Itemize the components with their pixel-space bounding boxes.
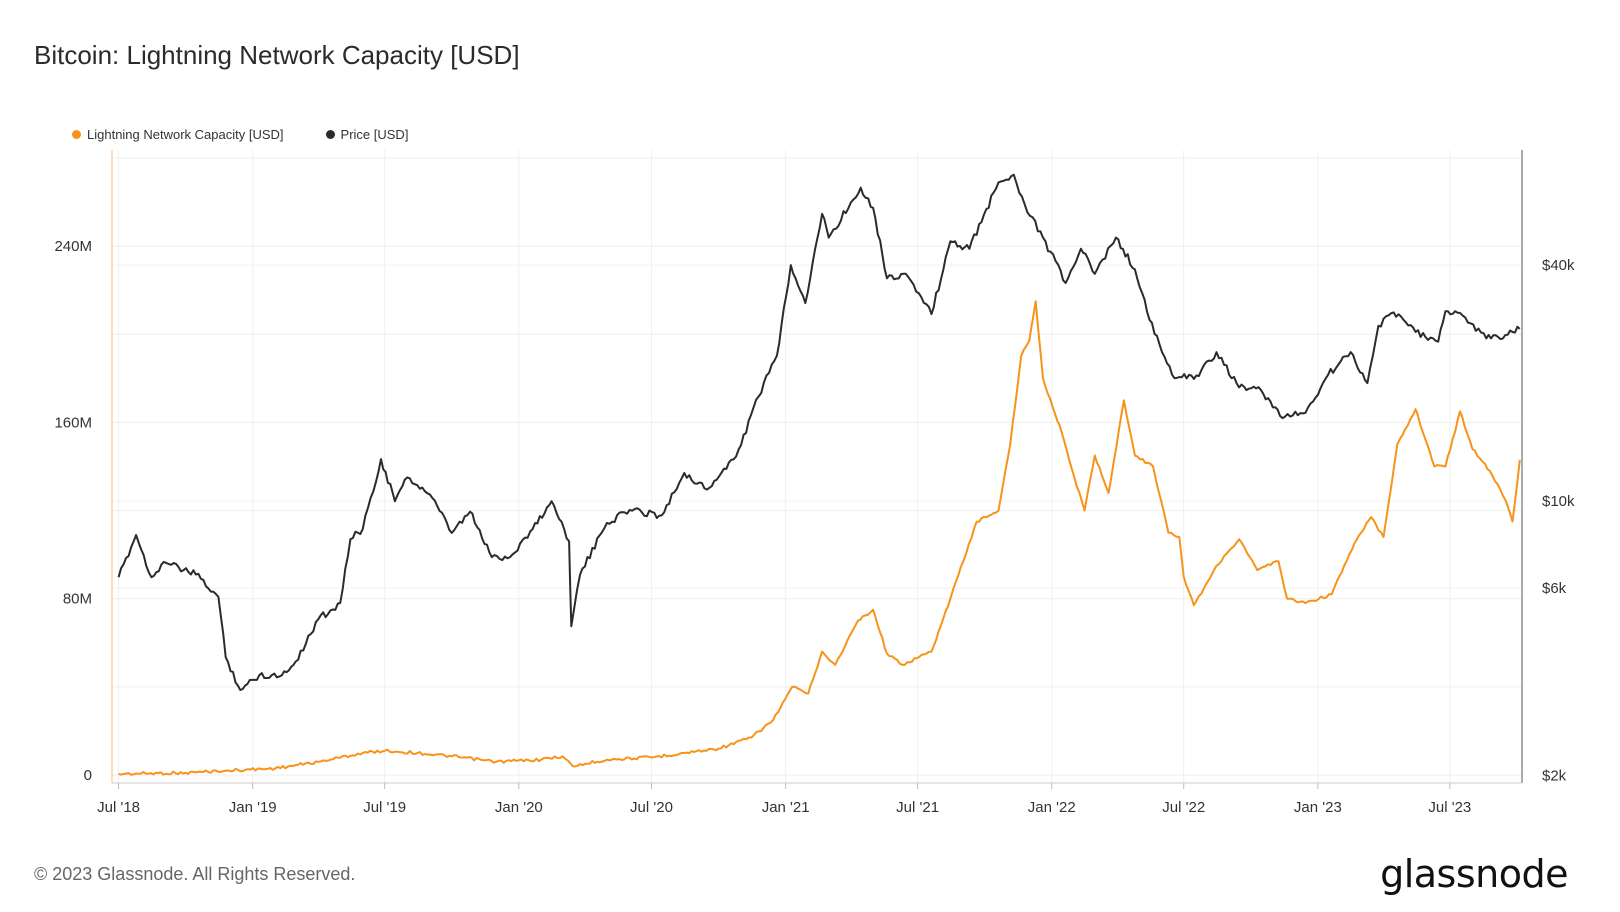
left-axis-ticks: 0 80M 160M 240M — [54, 238, 92, 784]
series-line-capacity — [118, 300, 1521, 776]
y-left-tick-label: 160M — [54, 414, 92, 431]
x-tick-label: Jan '20 — [495, 799, 543, 816]
chart-title: Bitcoin: Lightning Network Capacity [USD… — [34, 40, 520, 70]
x-tick-label: Jul '18 — [97, 799, 140, 816]
legend-dot-capacity — [72, 130, 81, 139]
series-line-price — [117, 173, 1521, 691]
y-left-tick-label: 240M — [54, 238, 92, 255]
x-axis-ticks: Jul '18 Jan '19 Jul '19 Jan '20 Jul '20 Jan '… — [97, 783, 1471, 816]
x-tick-label: Jan '23 — [1294, 799, 1342, 816]
axes — [111, 150, 1523, 784]
legend: Lightning Network Capacity [USD] Price [… — [72, 127, 408, 142]
legend-dot-price — [325, 130, 335, 139]
x-tick-label: Jan '22 — [1028, 799, 1076, 816]
copyright-text: © 2023 Glassnode. All Rights Reserved. — [34, 864, 356, 884]
y-right-tick-label: $10k — [1542, 493, 1575, 510]
x-tick-label: Jul '21 — [896, 799, 939, 816]
gridlines — [112, 150, 1522, 783]
y-right-tick-label: $2k — [1542, 767, 1567, 784]
x-tick-label: Jul '22 — [1162, 799, 1205, 816]
series-lines — [117, 173, 1521, 776]
y-right-tick-label: $6k — [1542, 580, 1567, 597]
legend-label-capacity: Lightning Network Capacity [USD] — [87, 127, 284, 142]
y-left-tick-label: 80M — [63, 591, 92, 608]
legend-item-price[interactable]: Price [USD] — [325, 127, 409, 142]
glassnode-logo: glassnode — [1380, 852, 1568, 896]
right-axis-ticks: $2k $6k $10k $40k — [1542, 257, 1575, 784]
y-left-tick-label: 0 — [84, 767, 92, 784]
y-right-tick-label: $40k — [1542, 257, 1575, 274]
legend-label-price: Price [USD] — [340, 127, 409, 142]
x-tick-label: Jan '19 — [229, 799, 277, 816]
x-tick-label: Jul '23 — [1428, 799, 1471, 816]
x-tick-label: Jan '21 — [762, 799, 810, 816]
legend-item-capacity[interactable]: Lightning Network Capacity [USD] — [72, 127, 284, 142]
x-tick-label: Jul '20 — [630, 799, 673, 816]
x-tick-label: Jul '19 — [363, 799, 406, 816]
